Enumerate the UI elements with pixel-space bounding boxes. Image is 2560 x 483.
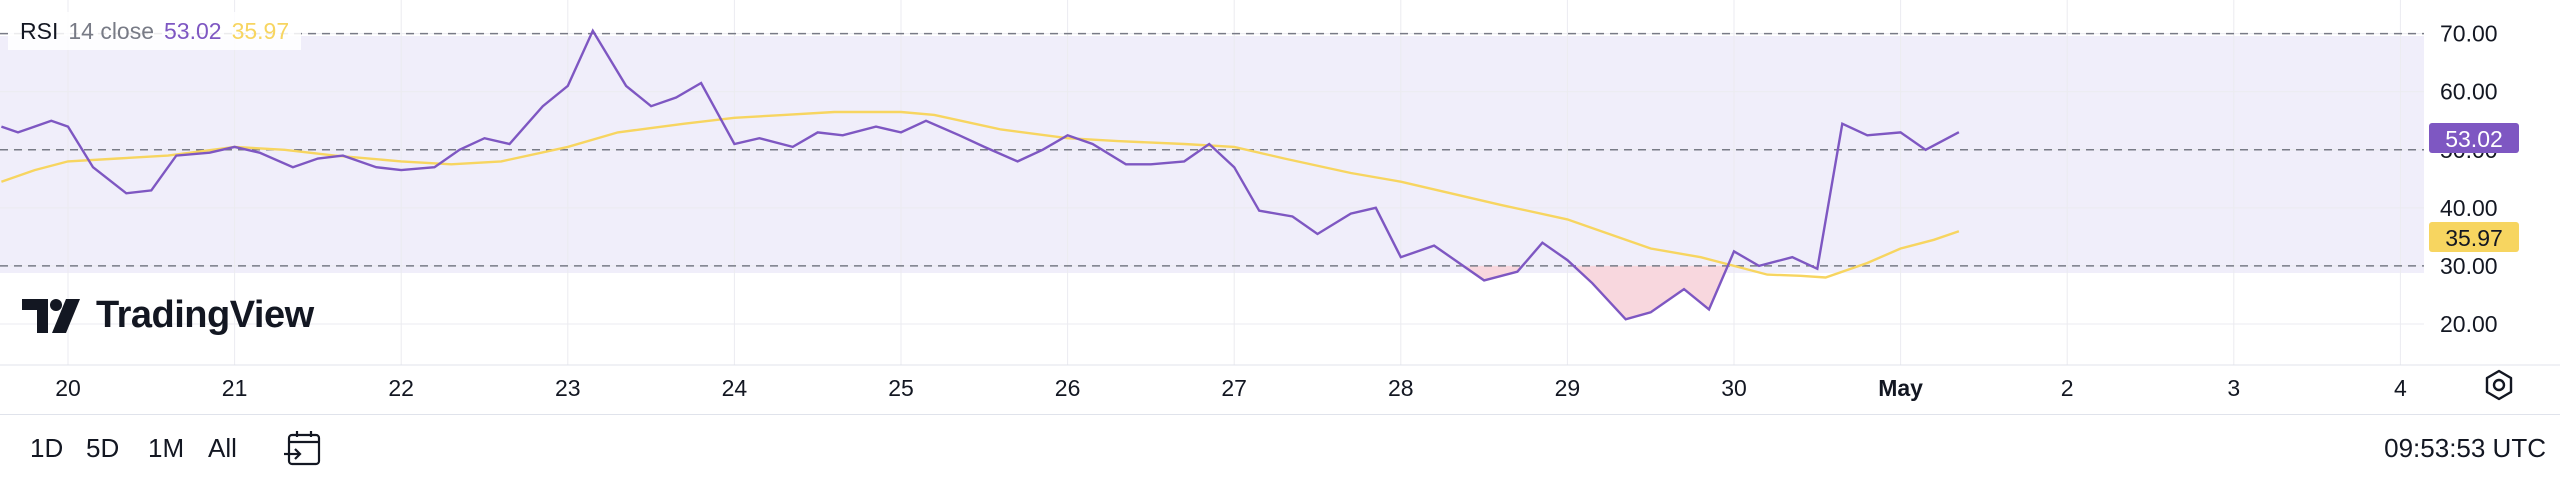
y-tick-label: 70.00	[2440, 21, 2498, 47]
x-tick-label: 27	[1221, 375, 1247, 401]
x-tick-label: 23	[555, 375, 581, 401]
y-tick-label: 60.00	[2440, 79, 2498, 105]
y-tick-label: 20.00	[2440, 311, 2498, 337]
bottom-toolbar: 1D 5D 1M All 09:53:53 UTC	[0, 414, 2560, 483]
settings-icon[interactable]	[2482, 368, 2516, 402]
logo-text: TradingView	[96, 294, 314, 337]
x-tick-label: 21	[222, 375, 248, 401]
ma-value-tag: 35.97	[2429, 222, 2519, 252]
timeframe-1d-button[interactable]: 1D	[30, 433, 63, 464]
overbought-oversold-band	[0, 36, 2424, 273]
x-tick-label: 24	[722, 375, 748, 401]
calendar-goto-icon[interactable]	[282, 429, 322, 467]
indicator-name: RSI	[20, 18, 58, 45]
rsi-value: 53.02	[164, 18, 222, 45]
x-tick-label: 28	[1388, 375, 1414, 401]
x-tick-label: 30	[1721, 375, 1747, 401]
rsi-value-tag: 53.02	[2429, 123, 2519, 153]
indicator-params: 14 close	[68, 18, 154, 45]
x-tick-label: 29	[1555, 375, 1581, 401]
x-tick-label: 26	[1055, 375, 1081, 401]
clock: 09:53:53 UTC	[2384, 433, 2546, 464]
tradingview-logo-icon	[22, 299, 86, 333]
indicator-legend[interactable]: RSI 14 close 53.02 35.97	[8, 12, 301, 50]
x-tick-label: 4	[2394, 375, 2407, 401]
timeframe-5d-button[interactable]: 5D	[86, 433, 119, 464]
timeframe-all-button[interactable]: All	[208, 433, 237, 464]
tradingview-logo[interactable]: TradingView	[22, 294, 314, 337]
y-tick-label: 40.00	[2440, 195, 2498, 221]
x-tick-label: 3	[2227, 375, 2240, 401]
x-tick-label: 25	[888, 375, 914, 401]
x-tick-label: 22	[388, 375, 414, 401]
ma-value-tag-text: 35.97	[2445, 225, 2503, 251]
rsi-value-tag-text: 53.02	[2445, 126, 2503, 152]
x-tick-label: May	[1878, 375, 1923, 401]
y-tick-label: 30.00	[2440, 253, 2498, 279]
x-tick-label: 2	[2061, 375, 2074, 401]
x-tick-label: 20	[55, 375, 81, 401]
timeframe-1m-button[interactable]: 1M	[148, 433, 184, 464]
ma-value: 35.97	[232, 18, 290, 45]
